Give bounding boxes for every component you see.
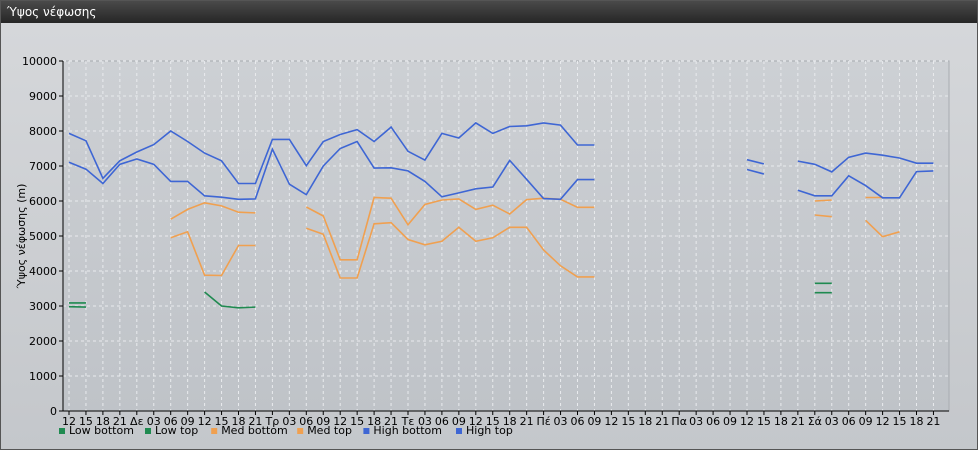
x-tick-label: 06 — [299, 415, 313, 428]
series-line-high-bottom — [797, 170, 934, 199]
x-tick-label: 12 — [740, 415, 754, 428]
x-tick-label: 21 — [248, 415, 262, 428]
x-tick-label: 12 — [469, 415, 483, 428]
x-tick-label: Πα — [671, 415, 687, 428]
legend-label-low-top: Low top — [155, 424, 198, 437]
series-line-med-bottom — [170, 230, 256, 277]
y-tick-label: 2000 — [29, 335, 57, 348]
legend-swatch-med-top — [297, 428, 304, 434]
x-tick-label: 15 — [79, 415, 93, 428]
legend-label-high-bottom: High bottom — [373, 424, 442, 437]
x-tick-label: 18 — [367, 415, 381, 428]
cloud-height-chart: 0 1000 2000 3000 4000 5000 6000 7000 8000 9000 100… — [15, 55, 950, 437]
x-tick-label: 09 — [181, 415, 195, 428]
x-tick-label: 06 — [842, 415, 856, 428]
legend-swatch-low-bottom — [59, 428, 65, 434]
x-tick-label: 21 — [113, 415, 127, 428]
x-tick-label: 06 — [706, 415, 720, 428]
x-tick-label: 06 — [164, 415, 178, 428]
x-tick-label: 12 — [604, 415, 618, 428]
series-lines — [68, 121, 934, 309]
x-tick-label: 03 — [825, 415, 839, 428]
x-tick-label: 21 — [384, 415, 398, 428]
x-tick-label: 18 — [910, 415, 924, 428]
x-tick-label: 18 — [774, 415, 788, 428]
series-line-high-top — [68, 121, 595, 185]
window-title: Ύψος νέφωσης — [1, 1, 977, 23]
x-tick-label: 18 — [503, 415, 517, 428]
x-tick-label: 15 — [215, 415, 229, 428]
x-tick-label: 21 — [926, 415, 940, 428]
x-tick-label: Πέ — [536, 415, 550, 428]
y-ticks: 0 1000 2000 3000 4000 5000 6000 7000 8000 9000 100… — [22, 55, 63, 418]
series-line-high-top — [746, 158, 765, 165]
series-line-med-top — [814, 199, 832, 202]
x-tick-label: 06 — [435, 415, 449, 428]
y-tick-label: 8000 — [29, 125, 57, 138]
x-tick-label: Τρ — [265, 415, 280, 428]
x-tick-label: 03 — [282, 415, 296, 428]
x-tick-label: 12 — [876, 415, 890, 428]
x-tick-label: 21 — [520, 415, 534, 428]
grid — [63, 60, 949, 411]
series-line-med-bottom — [306, 221, 595, 279]
x-tick-label: 09 — [316, 415, 330, 428]
legend-label-med-top: Med top — [307, 424, 352, 437]
x-tick-label: 18 — [232, 415, 246, 428]
y-tick-label: 10000 — [22, 55, 57, 68]
x-tick-label: 09 — [859, 415, 873, 428]
x-tick-label: 09 — [452, 415, 466, 428]
x-tick-label: 21 — [791, 415, 805, 428]
series-line-med-bottom — [814, 214, 832, 218]
legend-label-med-bottom: Med bottom — [221, 424, 288, 437]
y-tick-label: 5000 — [29, 230, 57, 243]
y-axis-label: Ύψος νέφωσης (m) — [15, 184, 28, 290]
y-tick-label: 6000 — [29, 195, 57, 208]
x-tick-label: 12 — [333, 415, 347, 428]
x-tick-label: Δε — [130, 415, 144, 428]
x-tick-label: 06 — [571, 415, 585, 428]
x-tick-label: Σά — [808, 415, 822, 428]
legend-swatch-med-bottom — [211, 428, 218, 434]
x-tick-label: 03 — [147, 415, 161, 428]
x-tick-label: 18 — [96, 415, 110, 428]
series-line-high-bottom — [746, 168, 765, 175]
series-line-med-top — [170, 201, 256, 220]
x-tick-label: 18 — [638, 415, 652, 428]
legend-label-low-bottom: Low bottom — [69, 424, 134, 437]
x-tick-label: 15 — [486, 415, 500, 428]
x-tick-label: 12 — [62, 415, 76, 428]
series-line-high-bottom — [68, 140, 595, 201]
y-tick-label: 7000 — [29, 160, 57, 173]
x-tick-label: 15 — [621, 415, 635, 428]
x-tick-label: 03 — [554, 415, 568, 428]
x-tick-label: 15 — [350, 415, 364, 428]
legend-swatch-high-bottom — [363, 428, 370, 434]
legend-label-high-top: High top — [466, 424, 513, 437]
y-tick-label: 0 — [50, 405, 57, 418]
x-tick-label: 12 — [198, 415, 212, 428]
x-tick-label: Τε — [401, 415, 415, 428]
y-tick-label: 9000 — [29, 90, 57, 103]
x-ticks: 12 15 18 21 Δε 03 06 09 12 15 18 21 Τρ 03 06 09 12 15 18 21… — [62, 411, 940, 428]
legend-swatch-low-top — [145, 428, 151, 434]
y-tick-label: 4000 — [29, 265, 57, 278]
legend: Low bottom Low top Med bottom Med top High b… — [59, 424, 513, 437]
series-line-med-bottom — [865, 219, 900, 238]
x-tick-label: 03 — [418, 415, 432, 428]
legend-swatch-high-top — [456, 428, 462, 434]
x-tick-label: 03 — [689, 415, 703, 428]
y-tick-label: 3000 — [29, 300, 57, 313]
x-tick-label: 09 — [723, 415, 737, 428]
y-tick-label: 1000 — [29, 370, 57, 383]
x-tick-label: 15 — [893, 415, 907, 428]
series-line-low-top — [204, 291, 256, 309]
series-line-high-top — [797, 152, 934, 173]
x-tick-label: 21 — [655, 415, 669, 428]
x-tick-label: 09 — [587, 415, 601, 428]
x-tick-label: 15 — [757, 415, 771, 428]
